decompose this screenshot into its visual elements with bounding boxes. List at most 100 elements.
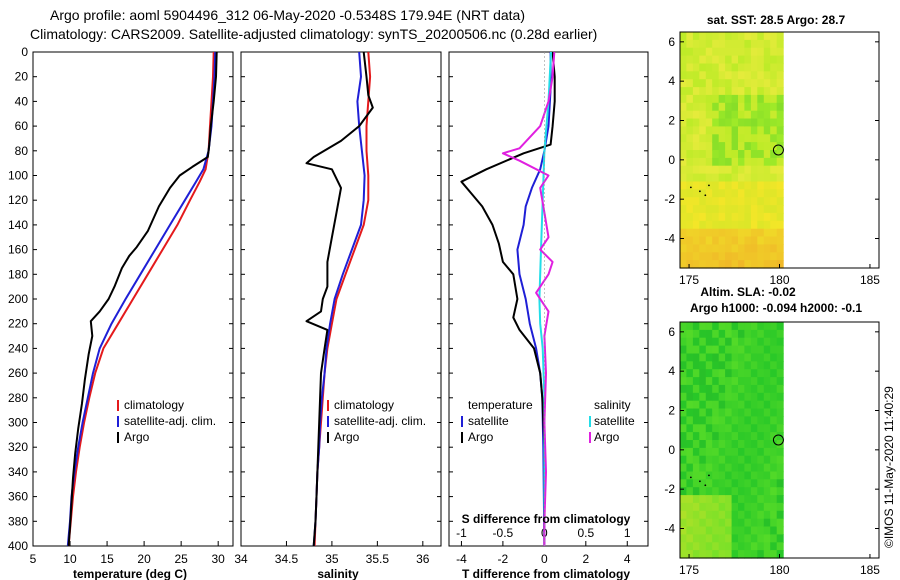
heatmap-cell bbox=[750, 55, 758, 65]
heatmap-cell bbox=[712, 487, 720, 496]
heatmap-cell bbox=[718, 189, 726, 198]
heatmap-cell bbox=[718, 550, 726, 559]
heatmap-cell bbox=[705, 63, 713, 72]
heatmap-cell bbox=[738, 87, 745, 96]
heatmap-cell bbox=[750, 205, 758, 214]
heatmap-cell bbox=[738, 252, 745, 261]
heatmap-cell bbox=[770, 463, 778, 473]
heatmap-cell bbox=[699, 212, 707, 222]
heatmap-cell bbox=[770, 244, 778, 253]
heatmap-cell bbox=[712, 32, 720, 41]
heatmap-cell bbox=[712, 369, 720, 378]
heatmap-cell bbox=[686, 142, 694, 151]
legend-satellite-swatch bbox=[327, 416, 329, 427]
heatmap-cell bbox=[763, 432, 771, 441]
heatmap-cell bbox=[718, 337, 726, 347]
heatmap-cell bbox=[692, 337, 700, 347]
heatmap-cell bbox=[712, 102, 720, 112]
y-tick-label: 0 bbox=[668, 153, 675, 167]
argo-float-marker bbox=[772, 434, 784, 446]
heatmap-cell bbox=[712, 534, 720, 543]
plot-frame bbox=[448, 51, 649, 547]
heatmap-cell bbox=[725, 471, 733, 480]
heatmap-cell bbox=[731, 55, 739, 65]
heatmap-cell bbox=[712, 408, 720, 417]
heatmap-cell bbox=[680, 534, 687, 543]
legend-t-argo-swatch bbox=[461, 432, 463, 443]
heatmap-cell bbox=[776, 79, 784, 88]
heatmap-cell bbox=[770, 197, 778, 206]
heatmap-cell bbox=[680, 424, 687, 433]
heatmap-cell bbox=[680, 408, 687, 417]
heatmap-cell bbox=[738, 526, 745, 535]
heatmap-cell bbox=[725, 495, 733, 504]
heatmap-cell bbox=[738, 424, 745, 433]
heatmap-cell bbox=[763, 526, 771, 535]
heatmap-cell bbox=[731, 463, 739, 473]
heatmap-cell bbox=[699, 260, 707, 269]
heatmap-cell bbox=[757, 455, 765, 465]
heatmap-cell bbox=[744, 181, 752, 190]
heatmap-cell bbox=[692, 55, 700, 65]
heatmap-cell bbox=[686, 197, 694, 206]
heatmap-cell bbox=[725, 181, 733, 190]
heatmap-cell bbox=[725, 197, 733, 206]
heatmap-cell bbox=[686, 157, 694, 167]
y-tick-label: 280 bbox=[8, 391, 28, 405]
heatmap-cell bbox=[725, 345, 733, 355]
heatmap-cell bbox=[718, 510, 726, 520]
land-dot bbox=[689, 476, 692, 479]
heatmap-cell bbox=[763, 440, 771, 449]
heatmap-cell bbox=[776, 87, 784, 96]
heatmap-cell bbox=[680, 157, 687, 167]
heatmap-cell bbox=[763, 408, 771, 417]
heatmap-cell bbox=[776, 361, 784, 370]
heatmap-cell bbox=[692, 329, 700, 339]
heatmap-cell bbox=[718, 252, 726, 261]
heatmap-cell bbox=[686, 526, 694, 535]
heatmap-cell bbox=[738, 329, 745, 339]
heatmap-cell bbox=[757, 63, 765, 72]
land-dot bbox=[704, 194, 707, 197]
heatmap-cell bbox=[750, 220, 758, 230]
top-x-tick-label: 1 bbox=[624, 526, 631, 540]
heatmap-cell bbox=[680, 416, 687, 425]
heatmap-cell bbox=[725, 157, 733, 167]
heatmap-cell bbox=[750, 181, 758, 190]
heatmap-cell bbox=[718, 220, 726, 230]
heatmap-cell bbox=[738, 157, 745, 167]
heatmap-cell bbox=[731, 205, 739, 214]
heatmap-cell bbox=[712, 416, 720, 425]
heatmap-cell bbox=[705, 369, 713, 378]
heatmap-cell bbox=[770, 510, 778, 520]
heatmap-cell bbox=[725, 252, 733, 261]
heatmap-cell bbox=[686, 79, 694, 88]
heatmap-cell bbox=[705, 150, 713, 159]
series-line-argo bbox=[305, 51, 374, 547]
heatmap-cell bbox=[699, 455, 707, 465]
heatmap-cell bbox=[776, 377, 784, 386]
heatmap-cell bbox=[686, 220, 694, 230]
y-tick-label: 120 bbox=[8, 193, 28, 207]
heatmap-cell bbox=[680, 142, 687, 151]
heatmap-cell bbox=[699, 157, 707, 167]
heatmap-cell bbox=[712, 150, 720, 159]
legend-climatology: climatology bbox=[124, 398, 184, 412]
heatmap-cell bbox=[770, 134, 778, 143]
heatmap-cell bbox=[718, 447, 726, 457]
heatmap-cell bbox=[770, 63, 778, 72]
x-tick-label: 15 bbox=[100, 552, 114, 566]
heatmap-cell bbox=[712, 322, 720, 331]
heatmap-cell bbox=[750, 118, 758, 127]
heatmap-cell bbox=[686, 463, 694, 473]
heatmap-cell bbox=[776, 142, 784, 151]
heatmap-cell bbox=[692, 322, 700, 331]
heatmap-cell bbox=[731, 94, 739, 104]
heatmap-cell bbox=[692, 260, 700, 269]
heatmap-cell bbox=[738, 534, 745, 543]
x-tick-label: 4 bbox=[624, 552, 631, 566]
heatmap-cell bbox=[763, 518, 771, 528]
heatmap-cell bbox=[712, 329, 720, 339]
heatmap-cell bbox=[692, 150, 700, 159]
heatmap-cell bbox=[725, 142, 733, 151]
